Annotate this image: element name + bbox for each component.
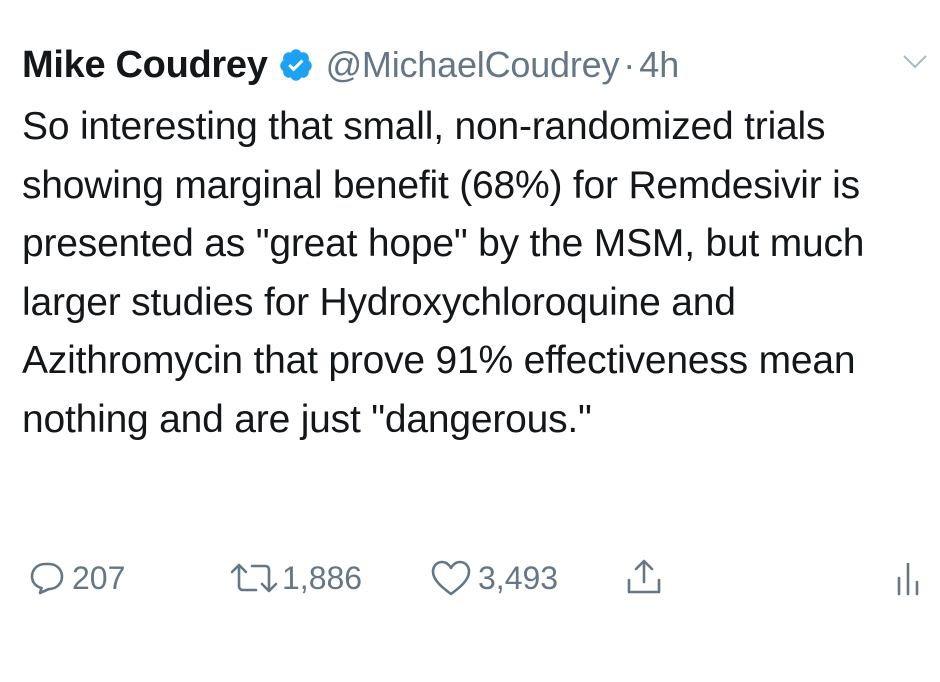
retweet-count: 1,886 bbox=[282, 559, 363, 596]
analytics-icon bbox=[894, 558, 922, 598]
chevron-down-icon[interactable] bbox=[902, 54, 928, 70]
heart-icon bbox=[430, 559, 472, 597]
reply-button[interactable]: 207 bbox=[28, 556, 125, 600]
reply-icon bbox=[28, 559, 66, 597]
tweet-actions: 207 1,886 3,493 bbox=[22, 556, 927, 600]
tweet-text: So interesting that small, non-randomize… bbox=[22, 105, 865, 441]
like-count: 3,493 bbox=[478, 559, 559, 596]
tweet: Mike Coudrey @MichaelCoudrey · 4h So int… bbox=[22, 38, 927, 596]
author-name[interactable]: Mike Coudrey bbox=[22, 43, 268, 86]
retweet-button[interactable]: 1,886 bbox=[228, 556, 362, 600]
verified-badge-icon bbox=[278, 47, 314, 83]
share-button[interactable] bbox=[624, 556, 664, 600]
share-icon bbox=[624, 558, 664, 598]
analytics-button[interactable] bbox=[894, 556, 922, 600]
header-separator: · bbox=[623, 44, 636, 85]
tweet-timestamp[interactable]: 4h bbox=[639, 44, 680, 85]
reply-count: 207 bbox=[72, 559, 126, 596]
tweet-header: Mike Coudrey @MichaelCoudrey · 4h bbox=[22, 38, 927, 92]
like-button[interactable]: 3,493 bbox=[430, 556, 558, 600]
author-handle[interactable]: @MichaelCoudrey bbox=[325, 44, 620, 85]
retweet-icon bbox=[228, 559, 280, 597]
